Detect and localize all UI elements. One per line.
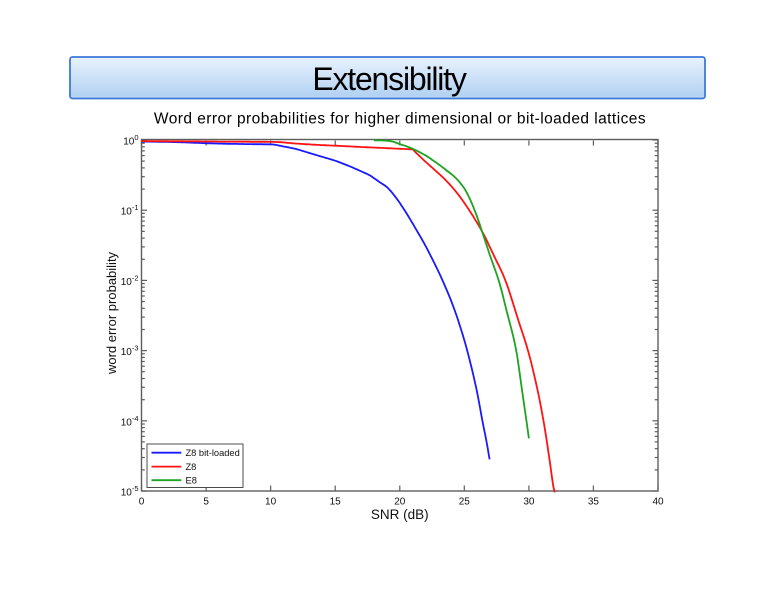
svg-text:10-5: 10-5 <box>121 484 139 499</box>
svg-text:35: 35 <box>588 497 600 508</box>
svg-text:30: 30 <box>523 497 535 508</box>
svg-text:20: 20 <box>394 497 406 508</box>
svg-text:SNR (dB): SNR (dB) <box>371 507 429 522</box>
svg-text:5: 5 <box>203 497 209 508</box>
svg-text:10-3: 10-3 <box>121 344 139 359</box>
svg-text:E8: E8 <box>186 475 197 485</box>
svg-text:10-4: 10-4 <box>121 414 139 429</box>
svg-text:Z8: Z8 <box>186 462 197 472</box>
svg-text:25: 25 <box>459 497 471 508</box>
svg-text:10: 10 <box>265 497 277 508</box>
svg-text:word error probability: word error probability <box>104 251 119 375</box>
svg-text:15: 15 <box>330 497 342 508</box>
svg-text:40: 40 <box>652 497 664 508</box>
svg-text:Z8 bit-loaded: Z8 bit-loaded <box>186 448 240 458</box>
svg-text:0: 0 <box>139 497 145 508</box>
svg-text:10-1: 10-1 <box>121 203 139 218</box>
svg-text:Extensibility: Extensibility <box>312 61 467 97</box>
svg-text:100: 100 <box>123 133 138 148</box>
svg-text:10-2: 10-2 <box>121 273 139 288</box>
svg-text:Word error probabilities for h: Word error probabilities for higher dime… <box>154 111 646 128</box>
